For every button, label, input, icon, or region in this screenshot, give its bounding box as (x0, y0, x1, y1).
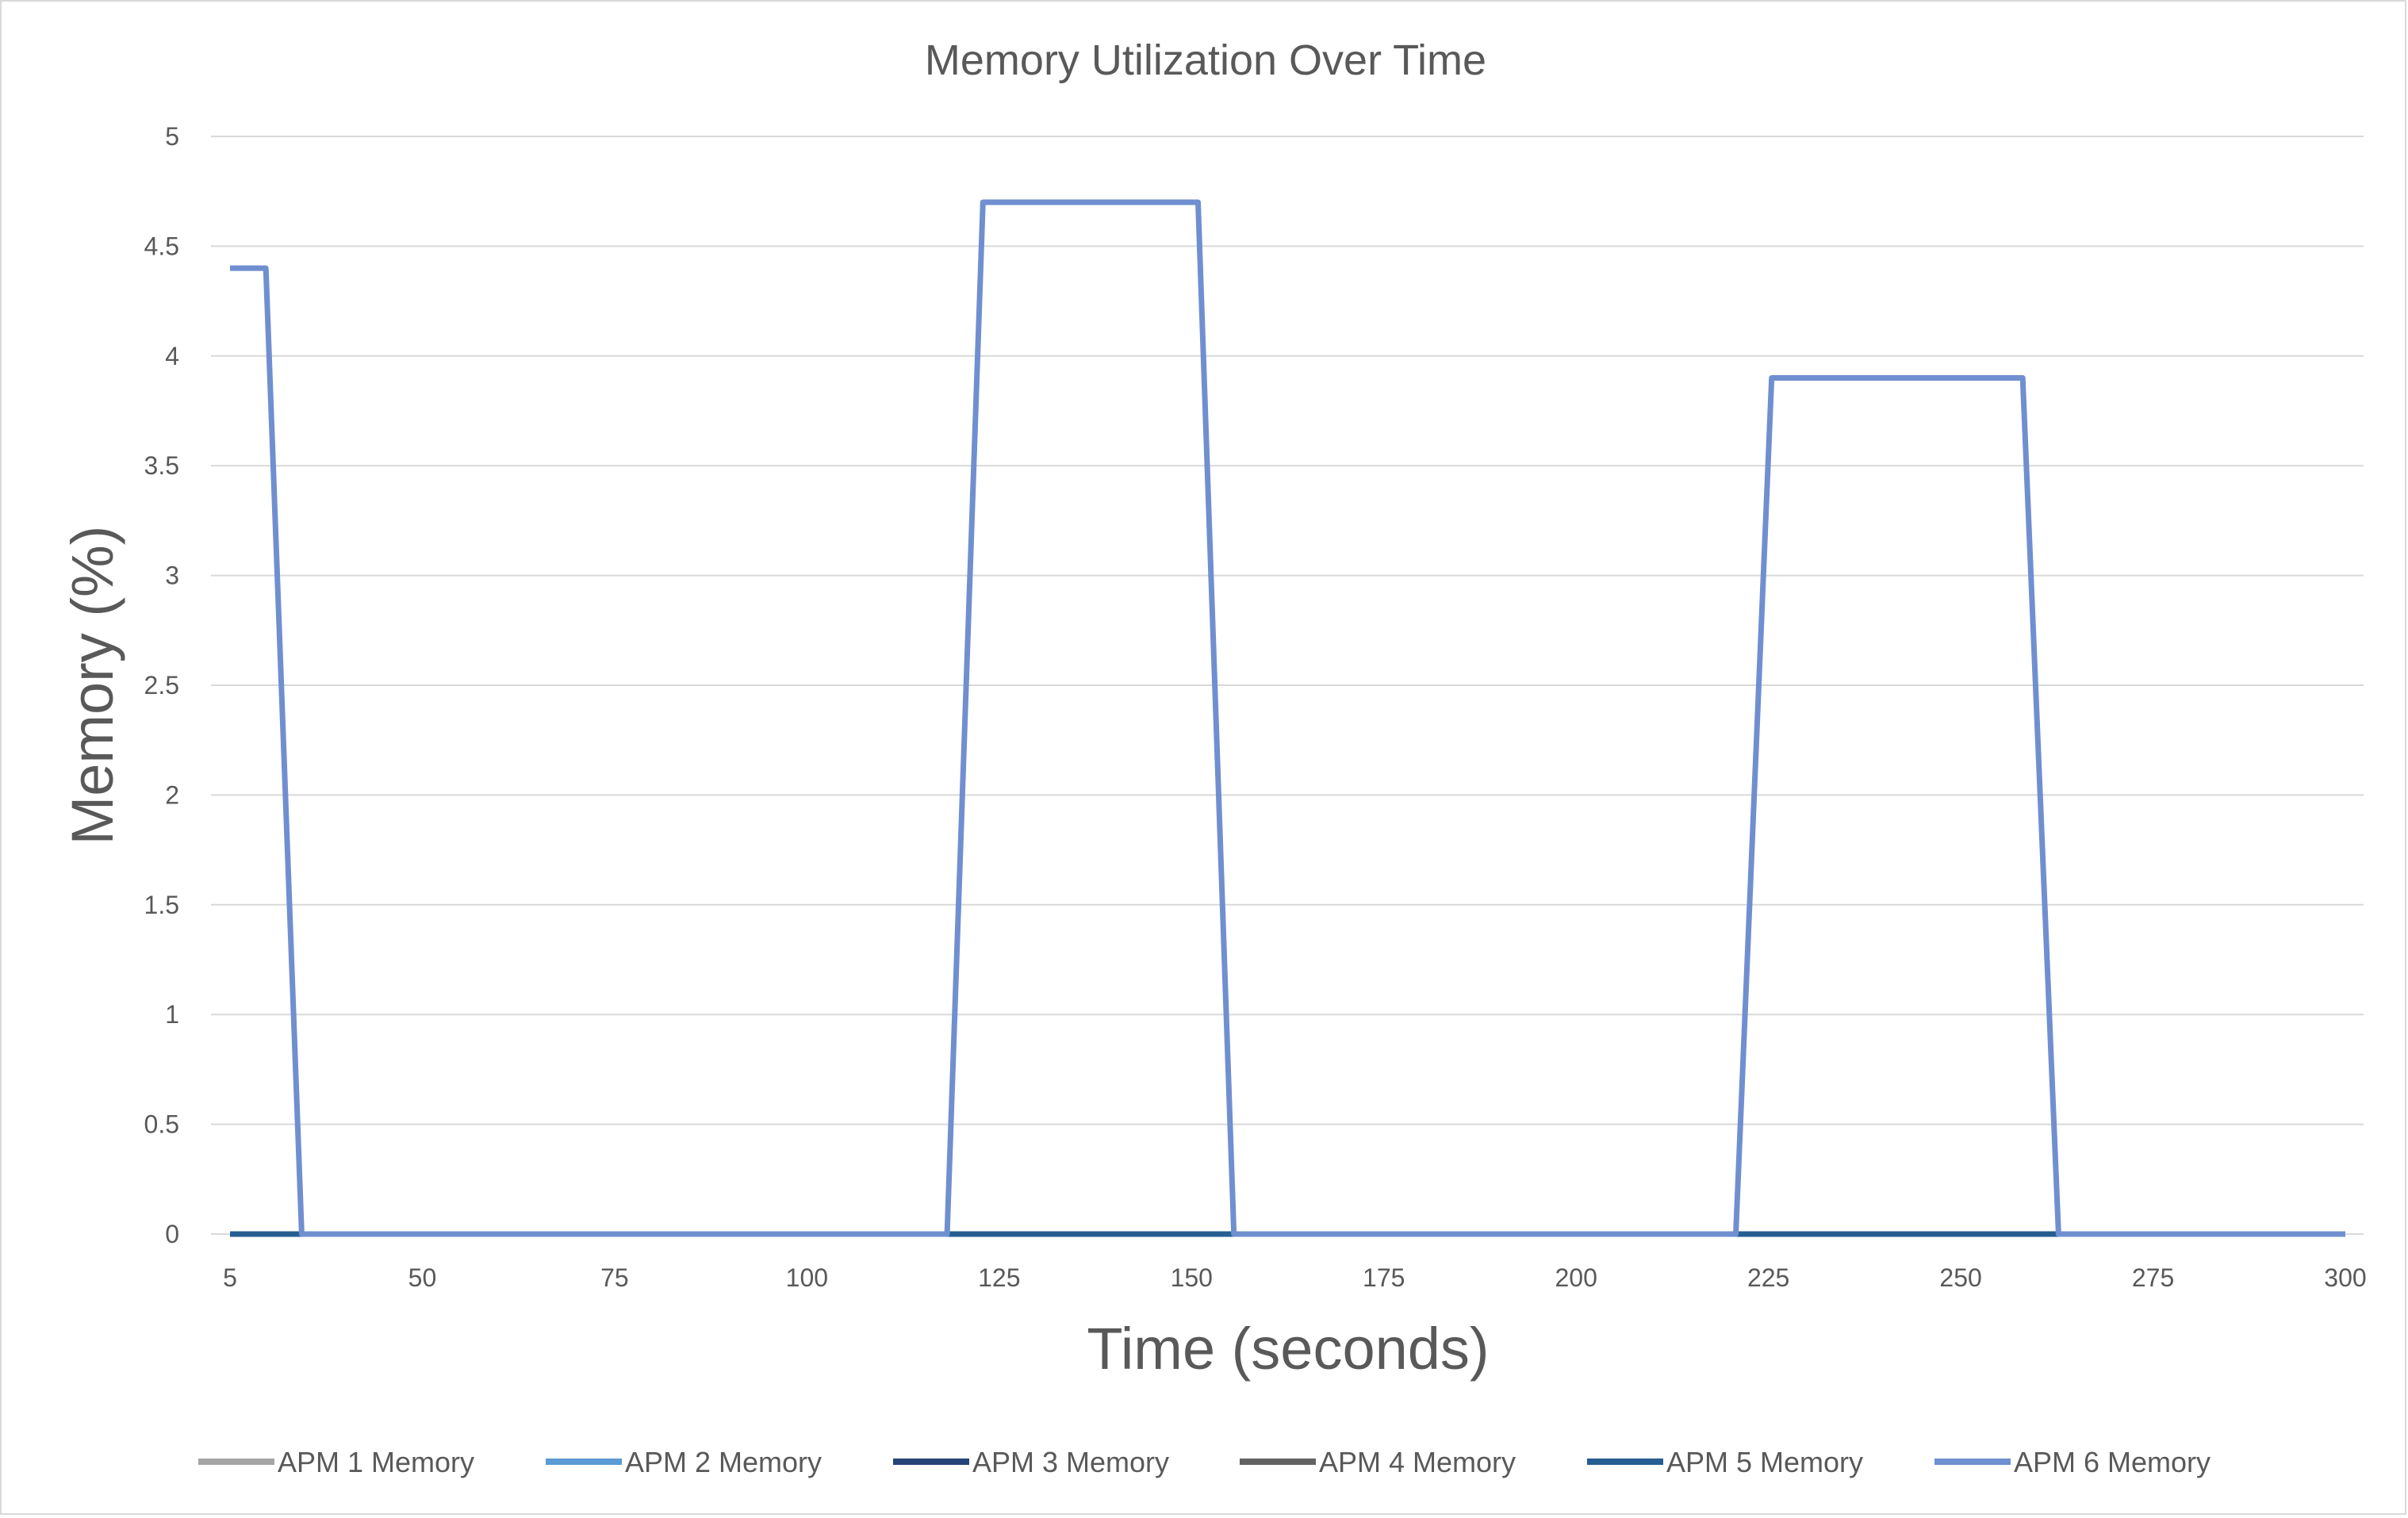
y-axis-title: Memory (%) (59, 526, 125, 845)
legend-label: APM 5 Memory (1666, 1446, 1863, 1478)
x-tick-label: 125 (978, 1263, 1020, 1292)
y-tick-label: 5 (165, 122, 179, 151)
x-tick-label: 50 (408, 1263, 437, 1292)
y-tick-label: 3.5 (144, 451, 179, 480)
legend: APM 1 Memory APM 2 Memory APM 3 Memory APM … (198, 1446, 2211, 1478)
x-tick-label: 275 (2132, 1263, 2174, 1292)
y-tick-label: 1.5 (144, 891, 179, 919)
x-axis-title: Time (seconds) (1087, 1316, 1489, 1382)
series-line-apm-6 (230, 199, 2345, 1237)
x-tick-label: 225 (1747, 1263, 1789, 1292)
x-tick-label: 300 (2324, 1263, 2366, 1292)
series-lines (230, 199, 2345, 1237)
x-tick-label: 150 (1171, 1263, 1213, 1292)
legend-label: APM 6 Memory (2014, 1446, 2211, 1478)
y-tick-label: 4 (165, 342, 179, 370)
y-tick-labels: 0 0.5 1 1.5 2 2.5 3 3.5 4 4.5 5 (144, 122, 179, 1248)
y-tick-label: 2 (165, 780, 179, 809)
legend-label: APM 1 Memory (278, 1446, 474, 1478)
x-tick-label: 200 (1555, 1263, 1597, 1292)
x-tick-label: 5 (223, 1263, 237, 1292)
legend-label: APM 3 Memory (972, 1446, 1169, 1478)
x-tick-label: 75 (600, 1263, 629, 1292)
y-tick-label: 2.5 (144, 671, 179, 700)
x-tick-label: 100 (786, 1263, 828, 1292)
y-tick-label: 3 (165, 562, 179, 590)
legend-label: APM 4 Memory (1319, 1446, 1516, 1478)
x-tick-labels: 5 50 75 100 125 150 175 200 225 250 275 300 (223, 1263, 2367, 1292)
y-tick-label: 1 (165, 1000, 179, 1029)
legend-label: APM 2 Memory (625, 1446, 822, 1478)
grid (211, 136, 2364, 1235)
y-tick-label: 0 (165, 1220, 179, 1248)
x-tick-label: 175 (1363, 1263, 1405, 1292)
chart-title: Memory Utilization Over Time (925, 36, 1486, 84)
y-tick-label: 0.5 (144, 1110, 179, 1139)
y-tick-label: 4.5 (144, 232, 179, 260)
x-tick-label: 250 (1939, 1263, 1981, 1292)
